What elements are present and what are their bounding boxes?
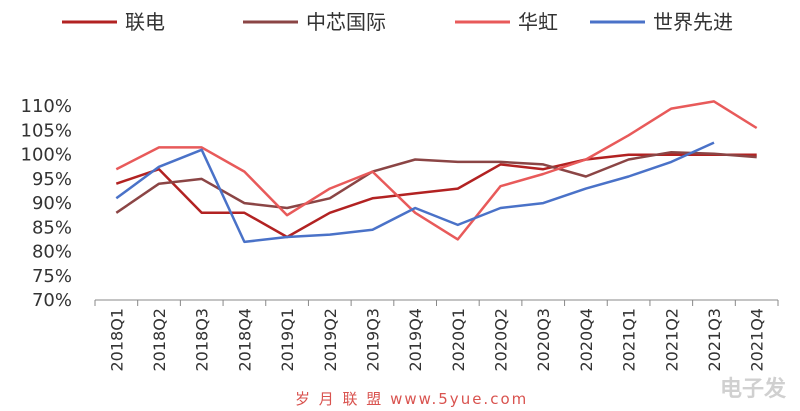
x-tick-label: 2018Q4 [235,308,254,372]
x-tick-label: 2018Q3 [193,308,212,372]
y-tick-label: 90% [32,193,72,214]
x-tick-label: 2021Q4 [748,308,767,372]
x-tick-label: 2019Q2 [321,308,340,372]
series-lines [115,100,758,244]
x-tick-label: 2021Q3 [705,308,724,372]
y-tick-label: 105% [21,120,72,141]
x-tick-label: 2020Q2 [492,308,511,372]
x-tick-label: 2018Q2 [150,308,169,372]
x-tick-label: 2021Q1 [620,308,639,372]
x-tick-label: 2019Q3 [363,308,382,372]
y-tick-label: 95% [32,169,72,190]
x-tick-label: 2020Q3 [534,308,553,372]
legend-label: 联电 [125,10,165,34]
legend-label: 世界先进 [653,10,733,34]
x-tick-label: 2021Q2 [662,308,681,372]
x-tick-label: 2019Q1 [278,308,297,372]
series-line [115,141,715,244]
corner-logo: 电子发 [719,377,786,402]
y-tick-label: 100% [21,145,72,166]
x-axis: 2018Q1 2018Q2 2018Q3 2018Q4 2019Q1 2019Q2 2019… [94,299,779,372]
y-tick-label: 70% [32,290,72,311]
y-tick-label: 85% [32,217,72,238]
x-tick-label: 2018Q1 [107,308,126,372]
y-tick-label: 75% [32,266,72,287]
x-tick-label: 2019Q4 [406,308,425,372]
y-axis: 70% 75% 80% 85% 90% 95% 100% 105% 110% [21,96,72,311]
x-tick-label: 2020Q1 [449,308,468,372]
series-line [115,100,758,241]
legend-label: 华虹 [518,10,558,34]
x-tick-label: 2020Q4 [577,308,596,372]
y-tick-label: 110% [21,96,72,117]
legend-label: 中芯国际 [306,10,386,34]
watermark-text: 岁 月 联 盟 www.5yue.com [295,390,529,408]
y-tick-label: 80% [32,242,72,263]
series-line [115,150,757,214]
legend: 联电 中芯国际 华虹 世界先进 [62,10,733,34]
